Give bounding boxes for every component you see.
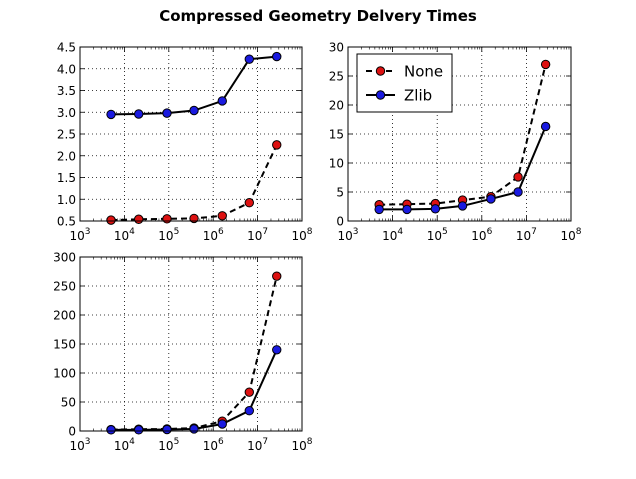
data-point bbox=[162, 108, 172, 118]
y-tick-label: 300 bbox=[53, 251, 76, 265]
y-tick-label: 15 bbox=[329, 128, 344, 142]
data-point bbox=[272, 51, 282, 62]
data-point bbox=[162, 214, 172, 224]
x-tick-label: 106 bbox=[203, 227, 224, 243]
y-tick-label: 4.5 bbox=[57, 41, 76, 55]
plot-frame bbox=[79, 46, 303, 222]
subplot-2: 103 104 105 106 107 108 0 5 10 15 20 25 30 None Zlib bbox=[329, 41, 582, 244]
data-point bbox=[106, 109, 116, 120]
y-tick-label: 200 bbox=[53, 309, 76, 323]
data-point bbox=[106, 215, 116, 225]
x-tick-label: 105 bbox=[158, 227, 179, 243]
y-tick-label: 2.5 bbox=[57, 128, 76, 142]
legend-label: None bbox=[404, 63, 443, 81]
y-tick-label: 10 bbox=[329, 157, 344, 171]
legend-marker bbox=[375, 90, 386, 100]
data-point bbox=[244, 387, 254, 397]
data-point bbox=[217, 419, 227, 429]
y-tick-label: 250 bbox=[53, 280, 76, 294]
data-point bbox=[374, 204, 384, 215]
x-tick-label: 108 bbox=[291, 437, 312, 453]
y-tick-label: 4.0 bbox=[57, 62, 76, 76]
x-tick-label: 107 bbox=[247, 227, 268, 243]
data-point bbox=[134, 109, 144, 119]
plot-frame bbox=[79, 256, 303, 432]
x-tick-label: 104 bbox=[114, 437, 135, 453]
y-tick-label: 0.5 bbox=[57, 215, 76, 229]
legend-box bbox=[356, 53, 453, 113]
data-point bbox=[513, 187, 523, 197]
data-point bbox=[540, 121, 551, 132]
data-point bbox=[217, 211, 227, 221]
data-point bbox=[162, 424, 172, 435]
y-tick-label: 5 bbox=[336, 186, 344, 200]
series-line-1 bbox=[110, 144, 278, 222]
data-point bbox=[486, 194, 496, 204]
data-point bbox=[189, 424, 199, 434]
x-tick-label: 108 bbox=[560, 227, 581, 243]
x-tick-label: 107 bbox=[516, 227, 537, 243]
x-tick-label: 105 bbox=[427, 227, 448, 243]
x-tick-label: 103 bbox=[69, 227, 90, 243]
data-point bbox=[134, 214, 144, 224]
x-tick-label: 108 bbox=[291, 227, 312, 243]
data-point bbox=[217, 96, 227, 106]
data-point bbox=[244, 406, 254, 416]
data-point bbox=[106, 425, 116, 435]
x-tick-label: 106 bbox=[203, 437, 224, 453]
subplots: 103 104 105 106 107 1080.51.01.52.02.53.03.54… bbox=[53, 41, 582, 454]
y-tick-label: 20 bbox=[329, 99, 344, 113]
y-tick-label: 1.5 bbox=[57, 171, 76, 185]
data-point bbox=[134, 425, 144, 435]
y-tick-label: 100 bbox=[53, 367, 76, 381]
x-tick-label: 103 bbox=[337, 227, 358, 243]
legend: None Zlib bbox=[356, 53, 453, 113]
y-tick-label: 0 bbox=[336, 215, 344, 229]
x-tick-label: 106 bbox=[471, 227, 492, 243]
subplot-3: 103 104 105 106 107 108 0 50 100 150 200 250 300 bbox=[53, 251, 313, 454]
data-point bbox=[513, 172, 523, 182]
y-tick-label: 1.0 bbox=[57, 193, 76, 207]
figure-title: Compressed Geometry Delvery Times bbox=[159, 7, 477, 25]
data-point bbox=[540, 59, 551, 70]
y-tick-label: 150 bbox=[53, 338, 76, 352]
y-tick-label: 2.0 bbox=[57, 149, 76, 163]
y-tick-label: 0 bbox=[68, 425, 76, 439]
y-tick-label: 30 bbox=[329, 41, 344, 55]
data-point bbox=[244, 198, 254, 208]
data-point bbox=[272, 345, 282, 355]
legend-label: Zlib bbox=[404, 87, 432, 105]
y-tick-label: 3.0 bbox=[57, 106, 76, 120]
subplot-1: 103 104 105 106 107 108 0.5 1.0 1.5 2.0 2.5 3.0 3.5 4… bbox=[57, 41, 313, 244]
x-tick-label: 104 bbox=[114, 227, 135, 243]
x-tick-label: 107 bbox=[247, 437, 268, 453]
data-point bbox=[189, 105, 199, 116]
series-line-2 bbox=[111, 55, 277, 116]
plot-frame bbox=[347, 46, 572, 222]
y-tick-label: 25 bbox=[329, 70, 344, 84]
data-point bbox=[272, 140, 282, 150]
y-tick-label: 3.5 bbox=[57, 84, 76, 98]
data-point bbox=[457, 201, 468, 211]
legend-marker bbox=[375, 66, 386, 76]
data-point bbox=[272, 271, 282, 281]
x-tick-label: 105 bbox=[158, 437, 179, 453]
x-tick-label: 104 bbox=[382, 227, 403, 243]
x-tick-label: 103 bbox=[69, 437, 90, 453]
data-point bbox=[402, 204, 412, 215]
data-point bbox=[430, 204, 441, 214]
y-tick-label: 50 bbox=[61, 396, 76, 410]
data-point bbox=[244, 54, 254, 64]
data-point bbox=[189, 213, 199, 224]
